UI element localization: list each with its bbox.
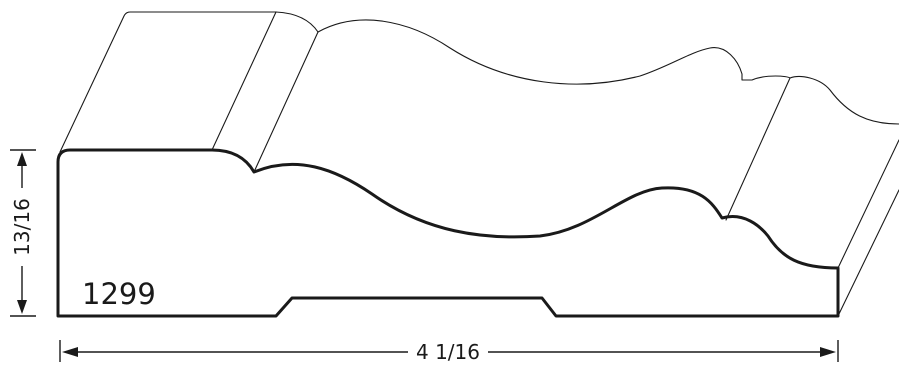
back-profile-contour [275, 11, 899, 125]
width-dimension [59, 340, 839, 362]
width-dimension-label: 4 1/16 [416, 340, 480, 364]
edge-cove-notch [253, 31, 319, 173]
height-arrow-up-icon [17, 152, 27, 166]
molding-front-profile [56, 148, 840, 318]
edge-fillet-top [211, 11, 277, 151]
height-dimension-label: 13/16 [10, 198, 34, 256]
edge-right-top [837, 139, 899, 269]
width-arrow-right-icon [820, 347, 836, 357]
edge-bead-notch [725, 77, 791, 221]
model-number-label: 1299 [82, 277, 156, 311]
width-arrow-left-icon [62, 347, 78, 357]
left-top-edge [59, 11, 277, 153]
molding-perspective-lines [59, 11, 899, 317]
height-dimension [10, 149, 36, 317]
edge-right-bottom [837, 189, 899, 317]
height-arrow-down-icon [17, 300, 27, 314]
